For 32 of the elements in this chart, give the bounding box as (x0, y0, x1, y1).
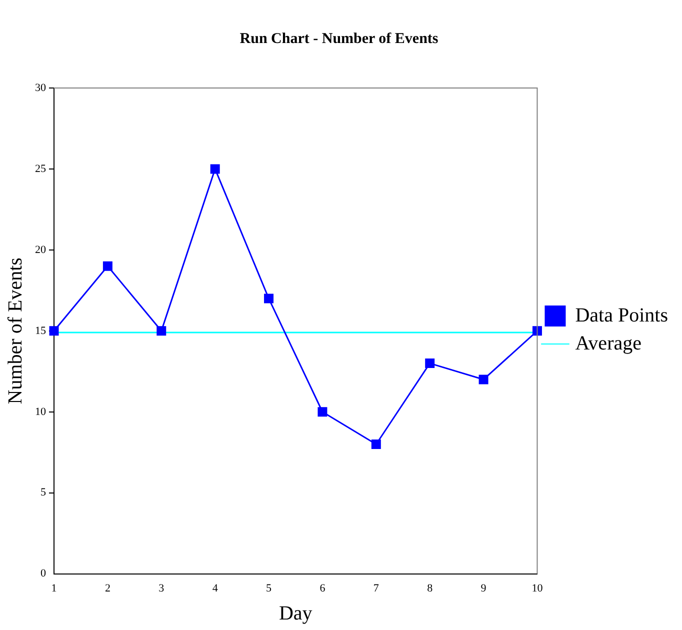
y-tick-label: 15 (35, 324, 46, 337)
x-tick-label: 1 (51, 582, 57, 594)
x-tick-label: 4 (212, 582, 218, 594)
point (478, 374, 488, 384)
point (371, 440, 381, 449)
y-tick-label: 5 (40, 486, 46, 499)
y-tick-label: 30 (35, 82, 46, 94)
point (156, 326, 166, 336)
legend-label: Average (575, 332, 642, 354)
point (264, 294, 274, 304)
x-axis-title: Day (278, 602, 312, 624)
point (210, 164, 220, 174)
point (318, 407, 328, 417)
x-tick-label: 9 (480, 582, 487, 594)
y-tick-label: 25 (35, 162, 46, 175)
y-tick-label: 20 (35, 244, 46, 256)
y-axis-title: Number of Events (4, 257, 26, 404)
chart-title: Run Chart - Number of Events (240, 30, 438, 47)
point (532, 326, 542, 336)
x-tick-label: 10 (532, 582, 544, 594)
point (425, 358, 435, 368)
x-tick-label: 8 (427, 582, 434, 594)
legend-label: Data Points (575, 304, 668, 326)
y-tick-label: 0 (40, 568, 46, 580)
point (49, 326, 59, 336)
x-tick-label: 3 (158, 582, 165, 594)
point (102, 261, 112, 271)
x-tick-label: 5 (266, 582, 272, 594)
y-tick-label: 10 (35, 406, 46, 418)
x-tick-label: 2 (104, 582, 110, 594)
x-tick-label: 7 (373, 582, 380, 594)
x-tick-label: 6 (320, 582, 326, 594)
